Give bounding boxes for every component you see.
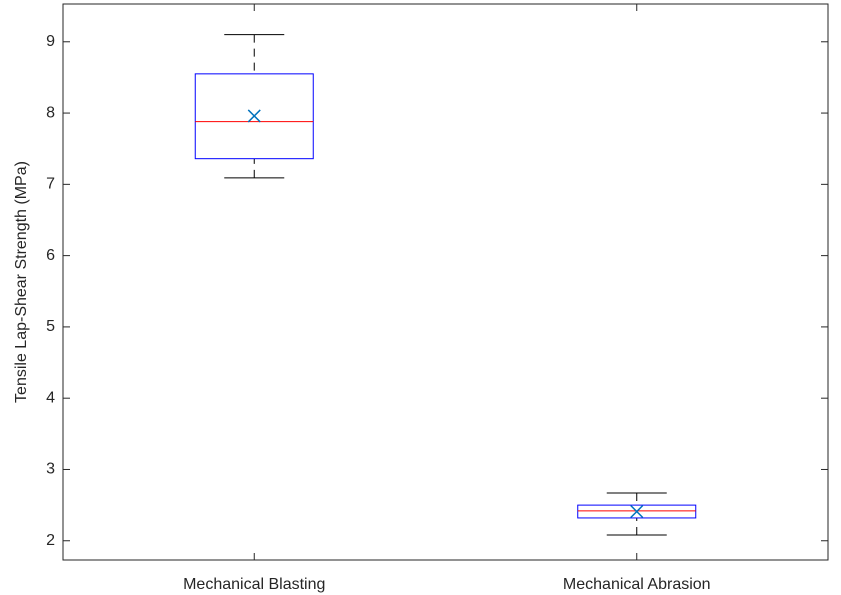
y-tick-label: 9 <box>46 33 55 50</box>
y-tick-label: 5 <box>46 318 55 335</box>
y-tick-label: 3 <box>46 461 55 478</box>
y-axis-label: Tensile Lap-Shear Strength (MPa) <box>13 161 30 403</box>
x-tick-label: Mechanical Abrasion <box>563 576 711 593</box>
plot-frame <box>62 3 829 561</box>
y-tick-label: 6 <box>46 247 55 264</box>
y-tick-label: 7 <box>46 176 55 193</box>
box <box>194 73 314 160</box>
x-tick-label: Mechanical Blasting <box>183 576 325 593</box>
y-tick-label: 2 <box>46 532 55 549</box>
y-tick-label: 8 <box>46 104 55 121</box>
mean-marker <box>630 504 644 519</box>
box <box>577 504 697 519</box>
y-tick-label: 4 <box>46 389 55 406</box>
mean-marker <box>247 109 261 123</box>
